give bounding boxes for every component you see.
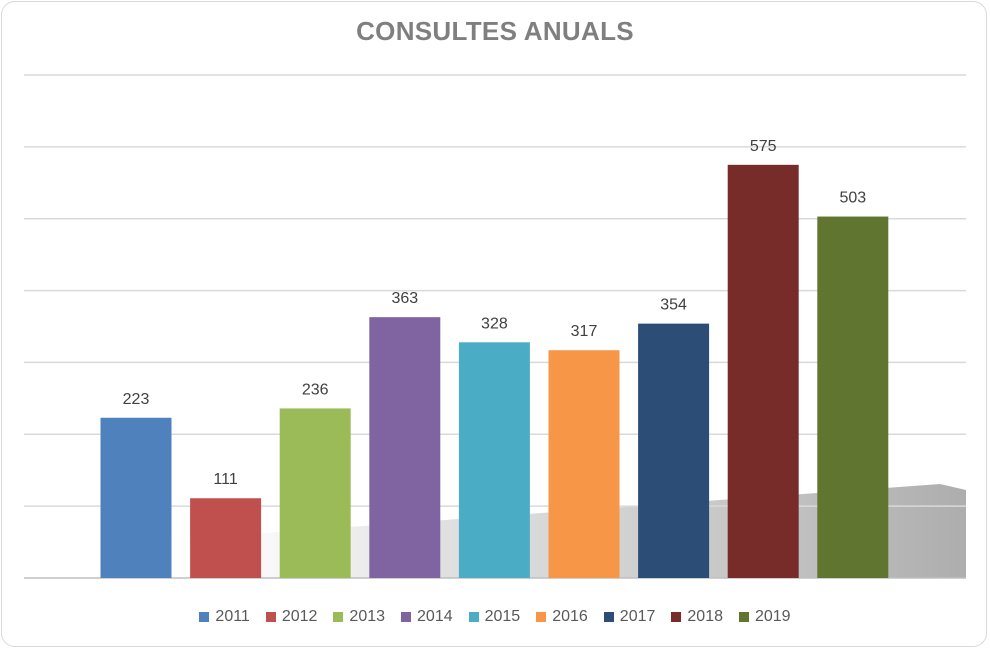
legend-label: 2012 — [281, 608, 318, 625]
bars — [100, 164, 889, 579]
legend-swatch — [333, 612, 344, 622]
legend-item-2019: 2019 — [738, 608, 791, 626]
bar-2019 — [817, 216, 889, 578]
data-label-2011: 223 — [123, 391, 150, 408]
bar-2015 — [458, 342, 530, 578]
chart-title: CONSULTES ANUALS — [356, 16, 634, 46]
legend-label: 2017 — [619, 608, 656, 625]
data-labels: 223 111 236 363 328 317 354 575 503 — [123, 138, 867, 488]
legend-label: 2014 — [417, 608, 453, 625]
bar-2012 — [190, 498, 262, 578]
legend-swatch — [401, 612, 412, 622]
legend-label: 2018 — [687, 608, 723, 625]
legend-item-2013: 2013 — [333, 608, 385, 626]
data-label-2014: 363 — [391, 290, 418, 307]
legend-item-2014: 2014 — [401, 608, 453, 626]
legend-swatch — [536, 612, 547, 622]
legend-label: 2011 — [215, 608, 250, 625]
data-label-2013: 236 — [302, 381, 329, 398]
legend-item-2017: 2017 — [603, 608, 656, 626]
data-label-2019: 503 — [839, 190, 866, 207]
legend-label: 2013 — [349, 608, 386, 625]
legend-item-2012: 2012 — [265, 608, 318, 626]
bar-2017 — [638, 323, 710, 578]
data-label-2016: 317 — [571, 323, 598, 340]
data-label-2012: 111 — [213, 471, 237, 488]
legend-swatch — [468, 612, 479, 622]
legend-item-2016: 2016 — [536, 608, 588, 626]
legend-swatch — [738, 612, 749, 622]
legend-swatch — [265, 612, 276, 622]
legend-swatch — [671, 612, 682, 622]
bar-2011 — [100, 417, 172, 578]
legend-label: 2019 — [754, 608, 791, 625]
bar-2013 — [279, 408, 351, 578]
data-label-2015: 328 — [481, 315, 508, 332]
data-label-2017: 354 — [660, 297, 687, 314]
legend-label: 2016 — [552, 608, 588, 625]
legend-swatch — [199, 612, 210, 622]
legend-label: 2015 — [484, 608, 521, 625]
bar-2016 — [548, 350, 620, 578]
bar-2014 — [369, 317, 441, 578]
legend: 2011 2012 2013 2014 2015 2016 2017 2018 2019 — [0, 608, 990, 626]
bar-2018 — [727, 164, 799, 579]
legend-item-2018: 2018 — [671, 608, 723, 626]
legend-item-2011: 2011 — [199, 608, 250, 626]
legend-swatch — [603, 612, 614, 622]
legend-item-2015: 2015 — [468, 608, 521, 626]
data-label-2018: 575 — [750, 138, 777, 155]
